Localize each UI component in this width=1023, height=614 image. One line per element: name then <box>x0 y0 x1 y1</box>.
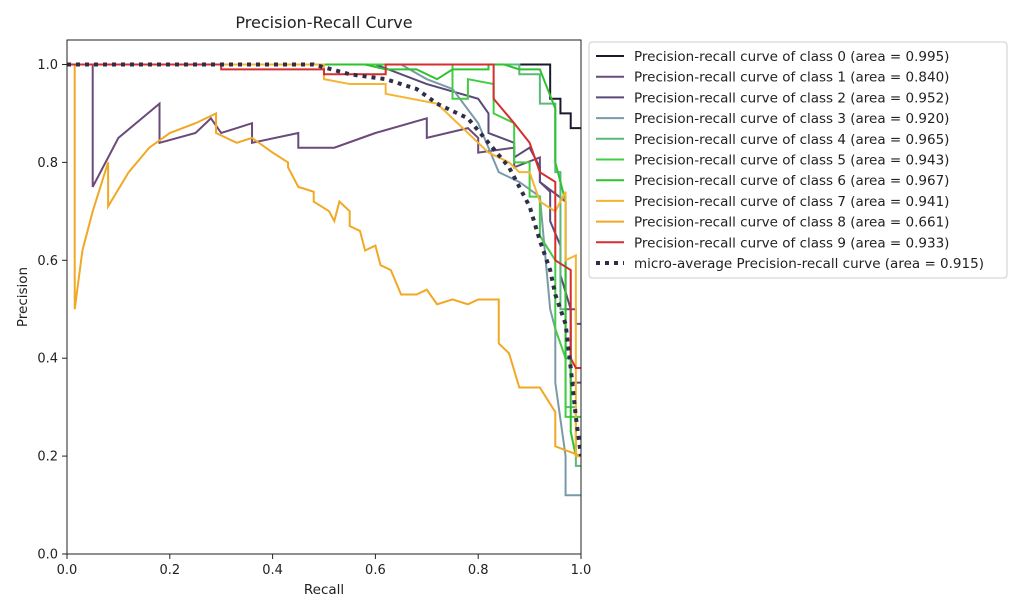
y-tick-label: 0.0 <box>37 548 58 563</box>
plot-frame <box>66 39 582 555</box>
y-axis-label: Precision <box>15 267 31 327</box>
legend-label-3: Precision-recall curve of class 3 (area … <box>634 111 949 127</box>
series-line-10 <box>67 62 581 457</box>
legend-box <box>588 41 1008 279</box>
legend-label-6: Precision-recall curve of class 6 (area … <box>634 173 949 189</box>
x-axis: 0.0 0.2 0.4 0.6 0.8 1.0 <box>57 554 592 578</box>
legend-label-7: Precision-recall curve of class 7 (area … <box>634 194 949 210</box>
legend: Precision-recall curve of class 0 (area … <box>588 41 1008 279</box>
legend-label-5: Precision-recall curve of class 5 (area … <box>634 153 949 169</box>
y-tick-label: 0.6 <box>37 254 58 269</box>
series-layer <box>67 62 581 497</box>
legend-label-8: Precision-recall curve of class 8 (area … <box>634 215 949 231</box>
x-tick-label: 0.0 <box>57 563 78 578</box>
legend-label-9: Precision-recall curve of class 9 (area … <box>634 235 949 251</box>
y-tick-label: 0.4 <box>37 352 58 367</box>
series-line-0 <box>67 63 581 130</box>
series-line-7 <box>67 63 581 458</box>
x-tick-label: 0.4 <box>262 563 283 578</box>
legend-label-1: Precision-recall curve of class 1 (area … <box>634 70 949 86</box>
legend-label-0: Precision-recall curve of class 0 (area … <box>634 49 949 65</box>
chart-title: Precision-Recall Curve <box>235 13 412 32</box>
legend-label-2: Precision-recall curve of class 2 (area … <box>634 90 949 106</box>
y-tick-label: 1.0 <box>37 58 58 73</box>
y-axis: 0.0 0.2 0.4 0.6 0.8 1.0 <box>37 58 67 563</box>
x-axis-label: Recall <box>304 582 344 598</box>
series-line-8 <box>67 63 581 458</box>
x-tick-label: 0.2 <box>159 563 180 578</box>
y-tick-label: 0.8 <box>37 156 58 171</box>
y-tick-label: 0.2 <box>37 450 58 465</box>
x-tick-label: 0.6 <box>365 563 386 578</box>
x-tick-label: 0.8 <box>468 563 489 578</box>
series-line-5 <box>67 63 581 418</box>
legend-label-10: micro-average Precision-recall curve (ar… <box>634 256 984 272</box>
legend-label-4: Precision-recall curve of class 4 (area … <box>634 132 949 148</box>
series-line-9 <box>67 63 581 369</box>
x-tick-label: 1.0 <box>571 563 592 578</box>
